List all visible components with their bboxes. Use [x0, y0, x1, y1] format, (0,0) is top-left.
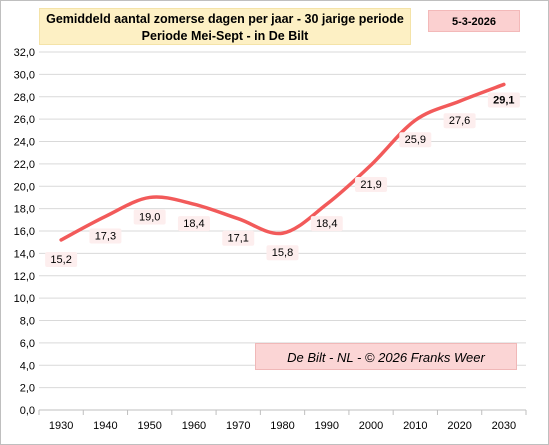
data-label: 15,2	[50, 254, 71, 266]
data-label-bg	[45, 251, 78, 267]
x-tick-label: 2030	[492, 420, 516, 432]
x-tick-label: 1960	[182, 420, 206, 432]
y-tick-label: 26,0	[14, 114, 35, 126]
x-tick-label: 1950	[137, 420, 161, 432]
data-label-bg	[487, 92, 520, 108]
y-tick-label: 4,0	[20, 360, 35, 372]
series-line-group	[59, 82, 506, 242]
data-label: 19,0	[139, 211, 160, 223]
data-label: 27,6	[449, 115, 470, 127]
x-tick-label: 1930	[49, 420, 73, 432]
x-tick-label: 1970	[226, 420, 250, 432]
chart-title: Gemiddeld aantal zomerse dagen per jaar …	[39, 8, 411, 45]
x-axis: 1930 1940 1950 1960 1970 1980 1990 2000 2010 2020…	[38, 409, 527, 432]
data-label-bg	[443, 113, 476, 129]
chart-title-line1: Gemiddeld aantal zomerse dagen per jaar …	[46, 12, 404, 26]
x-tick-label: 2010	[403, 420, 427, 432]
x-tick-label: 1990	[315, 420, 339, 432]
y-tick-label: 16,0	[14, 226, 35, 238]
y-tick-label: 6,0	[20, 338, 35, 350]
y-tick-label: 24,0	[14, 137, 35, 149]
y-tick-label: 0,0	[20, 405, 35, 417]
x-tick-label: 2000	[359, 420, 383, 432]
credit-label: De Bilt - NL - © 2026 Franks Weer	[255, 343, 517, 370]
y-tick-label: 8,0	[20, 316, 35, 328]
data-label-bg	[266, 245, 299, 261]
x-tick-label: 2020	[447, 420, 471, 432]
data-label: 17,3	[95, 230, 116, 242]
chart-title-line2: Periode Mei-Sept - in De Bilt	[141, 29, 309, 43]
y-tick-label: 32,0	[14, 47, 35, 59]
y-tick-label: 20,0	[14, 181, 35, 193]
data-label-bg	[222, 230, 255, 246]
y-axis: 0,0 2,0 4,0 6,0 8,0 10,0 12,0 14,0 16,0 18,0 20,0 2…	[14, 47, 35, 417]
data-label-bg	[399, 132, 432, 148]
x-tick-label: 1980	[270, 420, 294, 432]
y-tick-label: 12,0	[14, 271, 35, 283]
data-labels: 15,2 17,3 19,0 18,4 17,1 15,8 18,4 21,9 25,9 27,6…	[45, 92, 520, 267]
data-label: 17,1	[228, 233, 249, 245]
data-label: 18,4	[316, 218, 337, 230]
data-label-bg	[89, 228, 122, 244]
y-tick-label: 22,0	[14, 159, 35, 171]
y-tick-label: 14,0	[14, 248, 35, 260]
data-label: 25,9	[405, 134, 426, 146]
data-label: 29,1	[493, 94, 514, 106]
series-line	[59, 82, 506, 242]
data-label: 21,9	[360, 179, 381, 191]
y-tick-label: 10,0	[14, 293, 35, 305]
data-label-bg	[355, 176, 388, 192]
data-label: 18,4	[183, 218, 204, 230]
data-label-bg	[177, 216, 210, 232]
data-label-bg	[133, 209, 166, 225]
y-tick-label: 30,0	[14, 69, 35, 81]
x-tick-label: 1940	[93, 420, 117, 432]
y-tick-label: 18,0	[14, 204, 35, 216]
data-label-bg	[310, 216, 343, 232]
y-tick-label: 2,0	[20, 383, 35, 395]
y-tick-label: 28,0	[14, 92, 35, 104]
date-badge: 5-3-2026	[428, 10, 520, 32]
data-label: 15,8	[272, 247, 293, 259]
